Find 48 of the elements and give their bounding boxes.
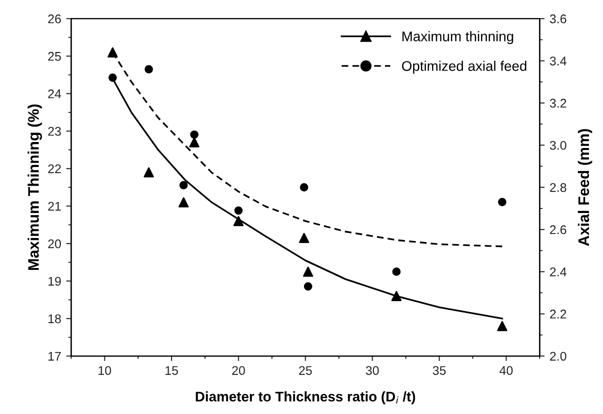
y-tick-label: 22	[48, 164, 61, 174]
x-axis-title: Diameter to Thickness ratio (D$_{i}$ /t)	[196, 391, 416, 404]
point	[189, 137, 200, 148]
point	[144, 65, 153, 74]
point	[233, 216, 244, 226]
point	[392, 268, 401, 276]
y2-tick-label: 2.8	[550, 183, 566, 192]
point	[178, 197, 189, 208]
x-tick-label: 10	[98, 366, 112, 375]
y-tick-label: 20	[48, 239, 61, 248]
point	[108, 74, 117, 82]
point	[179, 181, 188, 190]
x-tick-label: 25	[299, 366, 312, 375]
y2-tick-label: 2.2	[550, 310, 566, 318]
y2-tick-label: 3.6	[550, 14, 566, 24]
x-tick-label: 30	[366, 366, 379, 375]
point	[497, 320, 508, 332]
y-tick-label: 19	[48, 276, 61, 286]
point	[498, 198, 506, 206]
legend-label: Optimized axial feed	[402, 60, 526, 74]
y2-tick-label: 3.4	[550, 56, 566, 66]
point	[304, 282, 312, 291]
y-tick-label: 25	[48, 52, 61, 61]
y2-tick-label: 2.4	[550, 267, 566, 276]
y-tick-label: 24	[48, 89, 62, 98]
y-tick-label: 18	[48, 314, 61, 324]
y-axis-title: Maximum Thinning (%)	[28, 104, 42, 270]
x-tick-label: 20	[232, 366, 245, 375]
y-tick-label: 26	[48, 14, 61, 24]
y2-tick-label: 3.2	[550, 98, 566, 108]
point	[144, 167, 154, 178]
y2-tick-label: 2.6	[550, 225, 566, 234]
legend-label: Maximum thinning	[402, 31, 514, 44]
y-tick-label: 21	[48, 202, 61, 211]
x-tick-label: 15	[166, 366, 178, 375]
point	[303, 266, 314, 277]
point	[234, 206, 243, 215]
point	[300, 183, 308, 192]
y-tick-label: 23	[48, 126, 61, 136]
y2-axis-title: Axial Feed (mm)	[578, 129, 592, 246]
y2-tick-label: 2.0	[550, 352, 566, 361]
y-tick-label: 17	[48, 352, 61, 361]
point	[391, 290, 402, 302]
point	[190, 130, 198, 139]
point	[298, 232, 310, 244]
y2-tick-label: 3.0	[550, 140, 566, 150]
x-tick-label: 40	[500, 366, 513, 375]
x-tick-label: 35	[432, 366, 446, 375]
